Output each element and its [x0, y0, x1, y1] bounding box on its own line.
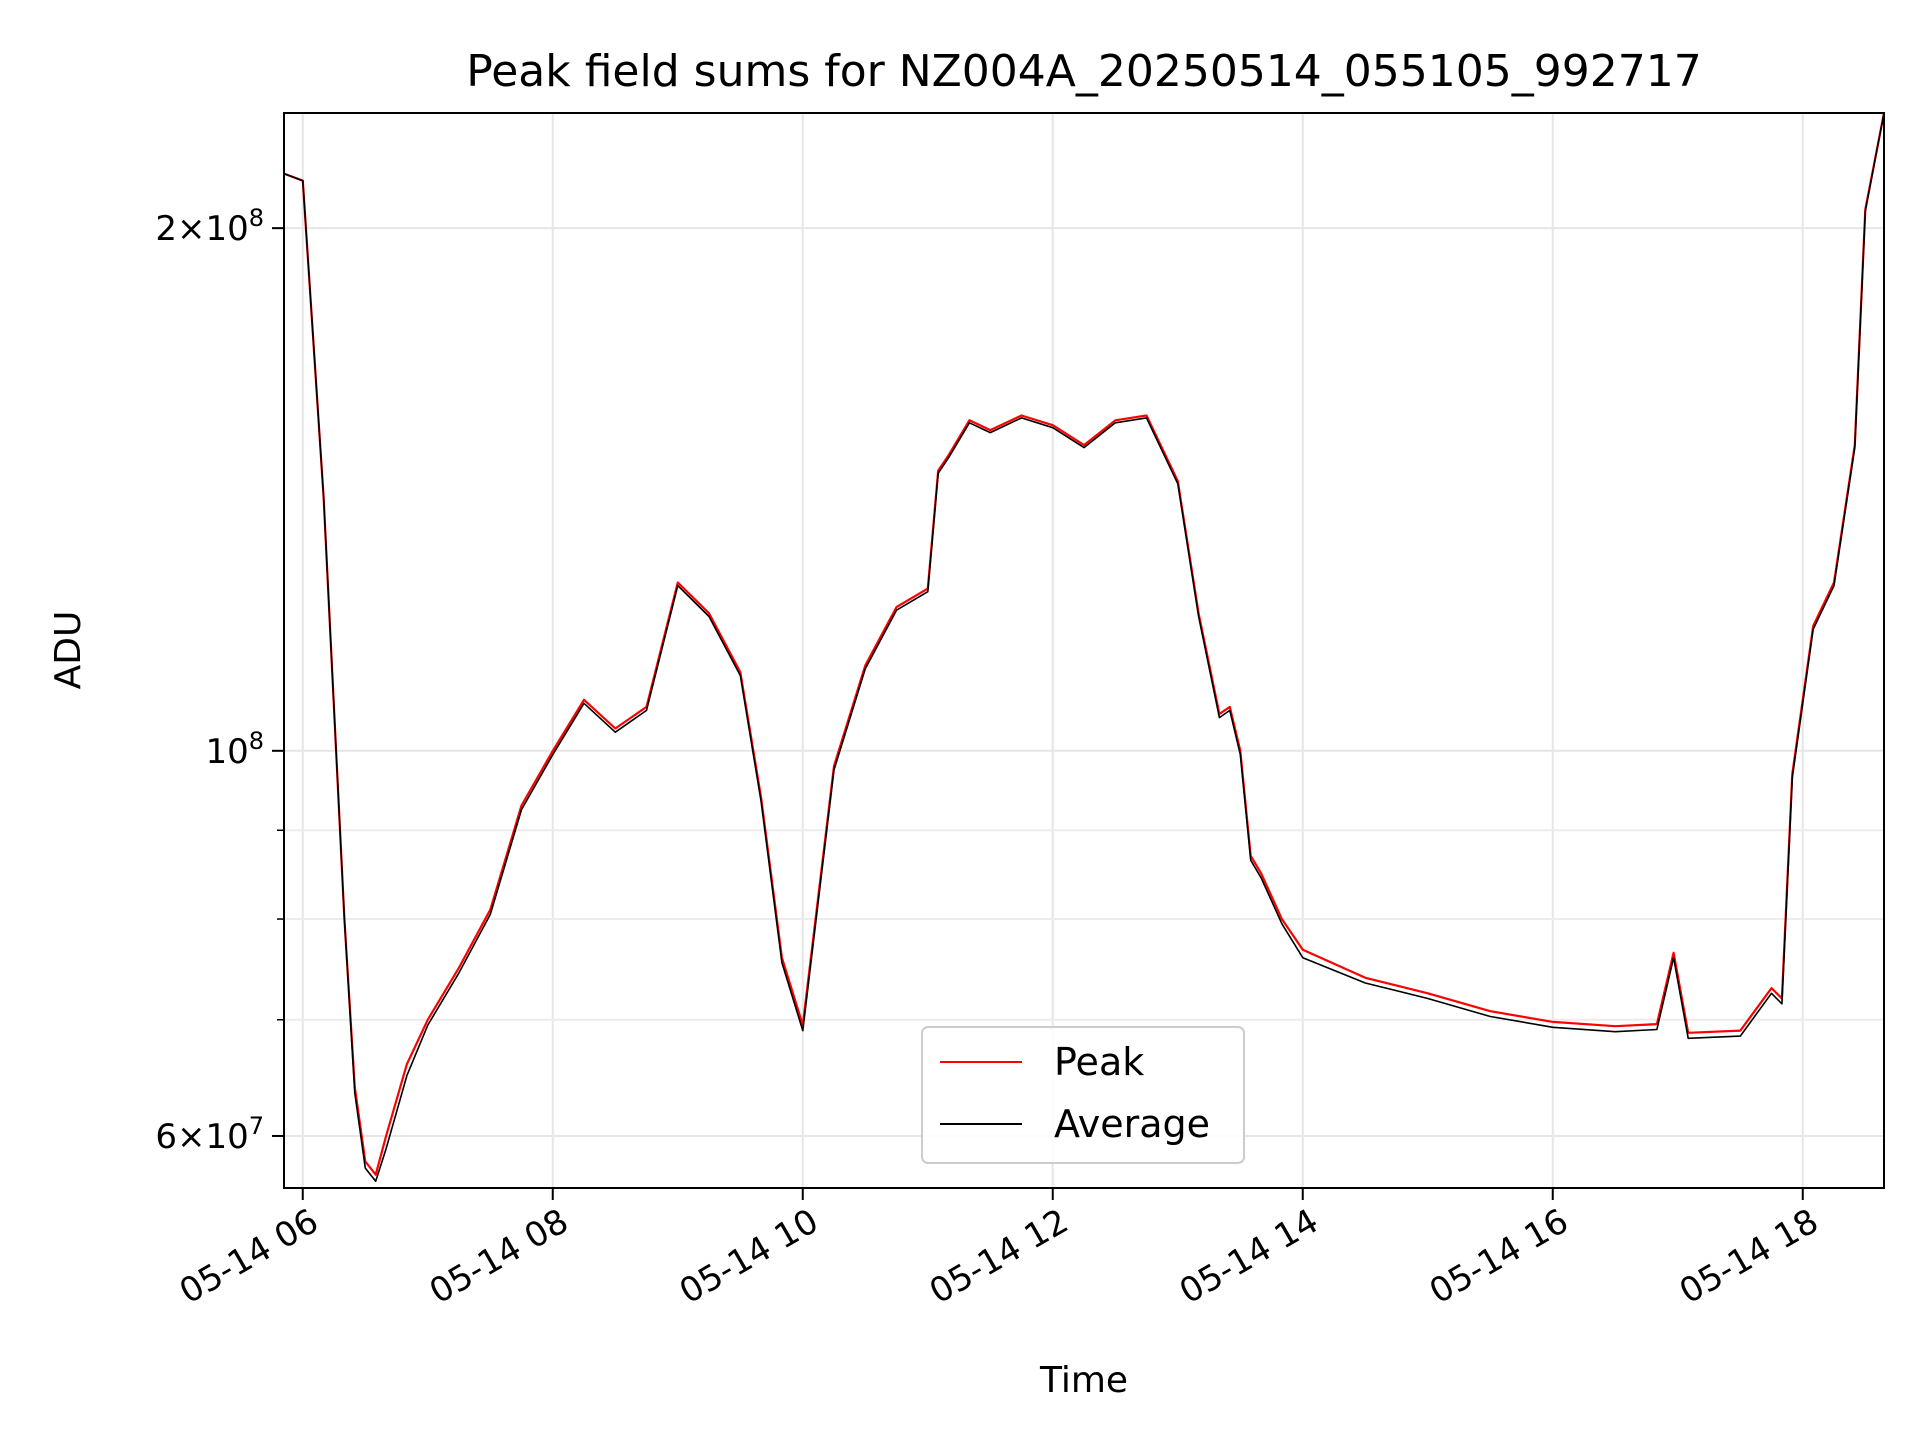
series-lines [283, 112, 1886, 1183]
grid [284, 113, 1884, 1188]
x-axis-label: Time [1039, 1360, 1128, 1401]
legend-label-average: Average [1054, 1102, 1210, 1146]
legend: Peak Average [921, 1026, 1245, 1164]
plot-frame [283, 112, 1885, 1189]
legend-label-peak: Peak [1054, 1040, 1144, 1084]
y-tick-label: 108 [205, 727, 264, 772]
y-tick-label: 6×107 [155, 1112, 264, 1157]
chart-title: Peak field sums for NZ004A_20250514_0551… [466, 46, 1701, 97]
y-tick-label: 2×108 [155, 204, 264, 249]
series-line-average [283, 112, 1885, 1183]
series-line-peak [283, 112, 1886, 1176]
y-axis-label: ADU [48, 611, 89, 690]
